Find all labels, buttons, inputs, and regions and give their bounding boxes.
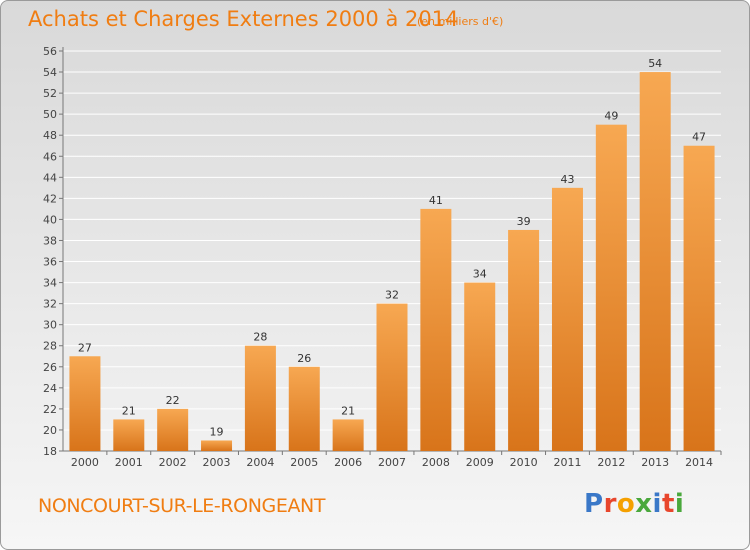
y-tick-label: 32 [43,298,57,311]
bar-2007 [376,303,408,451]
y-tick-label: 26 [43,361,57,374]
chart-title: Achats et Charges Externes 2000 à 2014 [28,7,459,31]
bar-2003 [201,440,233,451]
x-tick-label-2001: 2001 [115,456,143,469]
x-tick-label-2006: 2006 [334,456,362,469]
y-tick-label: 48 [43,129,57,142]
y-tick-label: 56 [43,45,57,58]
bar-2012 [595,124,627,452]
bar-2002 [157,408,189,451]
y-tick-label: 24 [43,382,57,395]
value-label-2014: 47 [692,131,706,144]
y-tick-label: 34 [43,277,57,290]
bar-2005 [288,366,320,451]
x-tick-label-2013: 2013 [641,456,669,469]
y-tick-label: 44 [43,171,57,184]
x-tick-label-2009: 2009 [466,456,494,469]
y-tick-label: 20 [43,424,57,437]
x-tick-label-2000: 2000 [71,456,99,469]
x-tick-label-2008: 2008 [422,456,450,469]
bar-2010 [508,229,540,451]
bar-2008 [420,208,452,451]
y-tick-label: 30 [43,319,57,332]
value-label-2000: 27 [78,341,92,354]
bar-2009 [464,282,496,451]
x-tick-label-2003: 2003 [203,456,231,469]
value-label-2008: 41 [429,194,443,207]
y-tick-label: 46 [43,150,57,163]
x-tick-label-2004: 2004 [246,456,274,469]
x-tick-label-2005: 2005 [290,456,318,469]
value-label-2002: 22 [166,394,180,407]
x-tick-label-2007: 2007 [378,456,406,469]
value-label-2011: 43 [560,173,574,186]
y-tick-label: 50 [43,108,57,121]
x-tick-label-2011: 2011 [553,456,581,469]
value-label-2006: 21 [341,404,355,417]
value-label-2013: 54 [648,57,662,70]
y-tick-label: 28 [43,340,57,353]
y-tick-label: 22 [43,403,57,416]
y-tick-label: 18 [43,445,57,458]
value-label-2007: 32 [385,289,399,302]
bar-2013 [639,72,671,451]
bar-2004 [244,345,276,451]
bar-2001 [113,419,145,451]
value-label-2005: 26 [297,352,311,365]
y-tick-label: 52 [43,87,57,100]
commune-name: NONCOURT-SUR-LE-RONGEANT [38,495,326,517]
y-tick-label: 54 [43,66,57,79]
y-tick-label: 38 [43,234,57,247]
x-tick-label-2010: 2010 [510,456,538,469]
y-tick-label: 40 [43,213,57,226]
value-label-2004: 28 [253,331,267,344]
proxiti-logo: Proxiti [584,489,685,519]
value-label-2009: 34 [473,268,487,281]
x-tick-label-2002: 2002 [159,456,187,469]
x-tick-label-2014: 2014 [685,456,713,469]
x-tick-label-2012: 2012 [597,456,625,469]
y-tick-label: 42 [43,192,57,205]
unit-label: (en milliers d'€) [417,15,504,28]
value-label-2001: 21 [122,404,136,417]
value-label-2012: 49 [604,110,618,123]
bar-2000 [69,356,101,451]
y-tick-label: 36 [43,256,57,269]
bar-2006 [332,419,364,451]
bar-2014 [683,145,715,451]
bar-2011 [551,187,583,451]
value-label-2010: 39 [517,215,531,228]
value-label-2003: 19 [210,425,224,438]
